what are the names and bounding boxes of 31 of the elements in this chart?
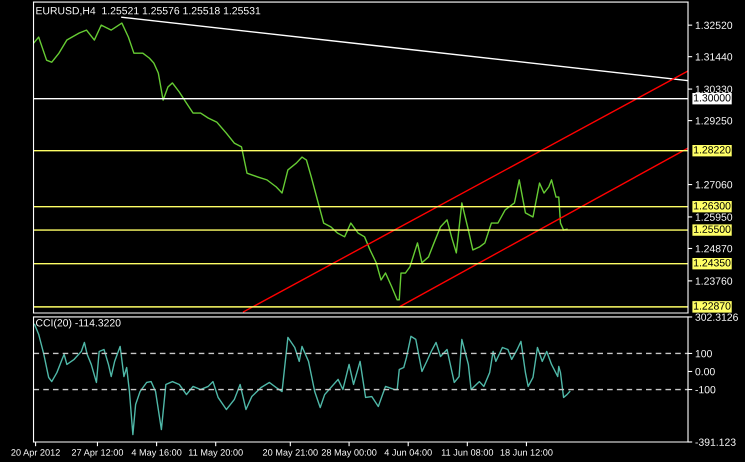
y-tick-label: 0.00 xyxy=(695,368,715,376)
ref-line-label: 1.22870 xyxy=(694,302,730,310)
y-tick-label: 1.27060 xyxy=(696,181,732,188)
x-tick-label: 11 May 20:00 xyxy=(188,449,243,458)
y-tick-label: 1.29250 xyxy=(696,117,732,124)
x-tick-label: 4 Jun 04:00 xyxy=(384,449,432,456)
ref-line-label: 1.28220 xyxy=(694,146,730,154)
x-tick-label: 18 Jun 12:00 xyxy=(500,449,553,456)
y-tick-label: 1.32520 xyxy=(696,22,732,30)
chart-title: CCI(20) -114.3220 xyxy=(36,318,121,329)
ref-line-label: 1.25500 xyxy=(694,226,730,233)
x-tick-label: 4 May 16:00 xyxy=(132,449,182,458)
y-tick-label: 1.24870 xyxy=(696,244,732,252)
y-tick-label: 1.30330 xyxy=(696,86,732,93)
x-tick-label: 11 Jun 08:00 xyxy=(442,449,494,456)
y-tick-label: 302.3126 xyxy=(695,313,738,321)
ref-line-label: 1.26300 xyxy=(694,202,730,210)
y-tick-label: -391.123 xyxy=(695,438,736,446)
ref-line-label: 1.24350 xyxy=(694,259,730,266)
y-tick-label: 1.23760 xyxy=(696,277,732,285)
line-series xyxy=(34,22,568,301)
y-tick-label: 1.25950 xyxy=(696,213,732,221)
y-tick-label: 100 xyxy=(696,350,712,358)
x-tick-label: 20 May 21:00 xyxy=(262,449,318,458)
x-tick-label: 27 Apr 12:00 xyxy=(72,449,124,458)
y-tick-label: -100 xyxy=(695,386,716,394)
y-tick-label: 1.31440 xyxy=(696,53,732,61)
ref-line-label: 1.30000 xyxy=(694,94,730,102)
x-tick-label: 20 Apr 2012 xyxy=(11,449,60,458)
chart-title: EURUSD,H4 1.25521 1.25576 1.25518 1.25531 xyxy=(36,7,260,16)
x-tick-label: 28 May 00:00 xyxy=(322,449,376,458)
